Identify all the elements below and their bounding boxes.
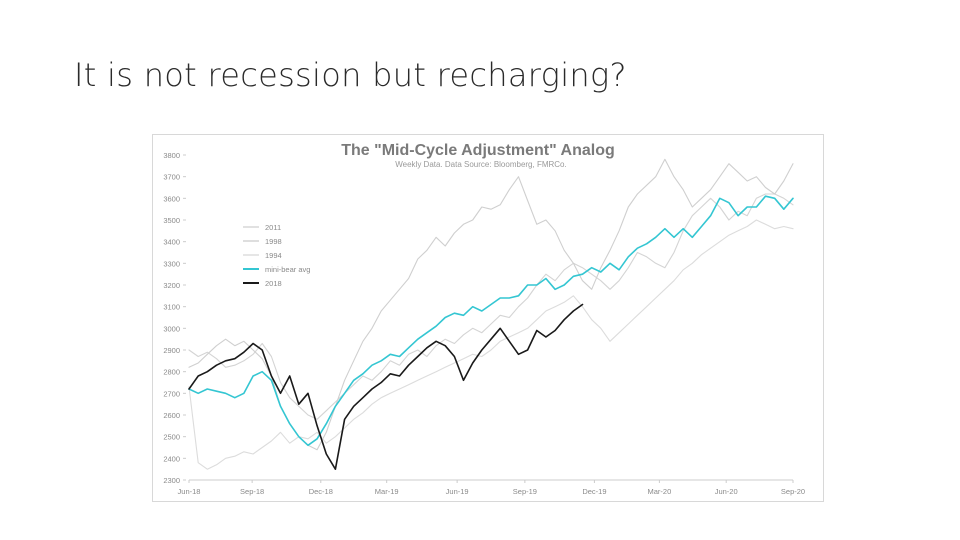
- x-tick-label: Sep-18: [240, 487, 264, 496]
- x-tick-label: Jun-20: [715, 487, 738, 496]
- x-tick-label: Sep-20: [781, 487, 805, 496]
- legend-label: 1998: [265, 237, 282, 246]
- chart-subtitle: Weekly Data. Data Source: Bloomberg, FMR…: [395, 160, 566, 169]
- series-line-1994: [188, 219, 794, 470]
- y-tick-label: 3300: [163, 259, 180, 268]
- x-tick-label: Sep-19: [513, 487, 537, 496]
- legend-label: mini-bear avg: [265, 265, 310, 274]
- y-tick-label: 2400: [163, 454, 180, 463]
- x-axis: Jun-18 Sep-18 Dec-18 Mar-19 Jun-19 Sep-19 Dec-…: [178, 480, 805, 496]
- y-tick-label: 2300: [163, 476, 180, 485]
- line-chart: The "Mid-Cycle Adjustment" Analog Weekly…: [163, 142, 805, 496]
- series-line-2018: [188, 303, 584, 470]
- legend: 2011 1998 1994 mini-bear avg 2018: [243, 223, 310, 288]
- x-tick-label: Mar-20: [648, 487, 672, 496]
- y-tick-label: 2800: [163, 368, 180, 377]
- y-tick-label: 3200: [163, 281, 180, 290]
- x-tick-label: Jun-19: [446, 487, 469, 496]
- series-line-mini-bear-avg: [188, 195, 794, 447]
- x-tick-label: Dec-18: [309, 487, 333, 496]
- y-tick-label: 3800: [163, 151, 180, 160]
- legend-label: 1994: [265, 251, 282, 260]
- y-tick-label: 2600: [163, 411, 180, 420]
- x-tick-label: Jun-18: [178, 487, 201, 496]
- y-tick-label: 2700: [163, 389, 180, 398]
- series-lines: [188, 158, 794, 470]
- x-tick-label: Mar-19: [375, 487, 399, 496]
- y-tick-label: 3700: [163, 173, 180, 182]
- series-line-2011: [188, 193, 794, 420]
- y-tick-label: 3400: [163, 238, 180, 247]
- y-tick-label: 3600: [163, 194, 180, 203]
- chart-title: The "Mid-Cycle Adjustment" Analog: [341, 142, 615, 159]
- y-tick-label: 2900: [163, 346, 180, 355]
- y-tick-label: 3000: [163, 324, 180, 333]
- slide-title: It is not recession but recharging?: [74, 56, 627, 94]
- y-axis: 2300 2400 2500 2600 2700 2800 2900 3000 3100 3200…: [163, 151, 186, 485]
- x-tick-label: Dec-19: [582, 487, 606, 496]
- legend-label: 2011: [265, 223, 281, 232]
- chart-frame: The "Mid-Cycle Adjustment" Analog Weekly…: [152, 134, 824, 502]
- y-tick-label: 3500: [163, 216, 180, 225]
- y-tick-label: 2500: [163, 433, 180, 442]
- y-tick-label: 3100: [163, 303, 180, 312]
- legend-label: 2018: [265, 279, 282, 288]
